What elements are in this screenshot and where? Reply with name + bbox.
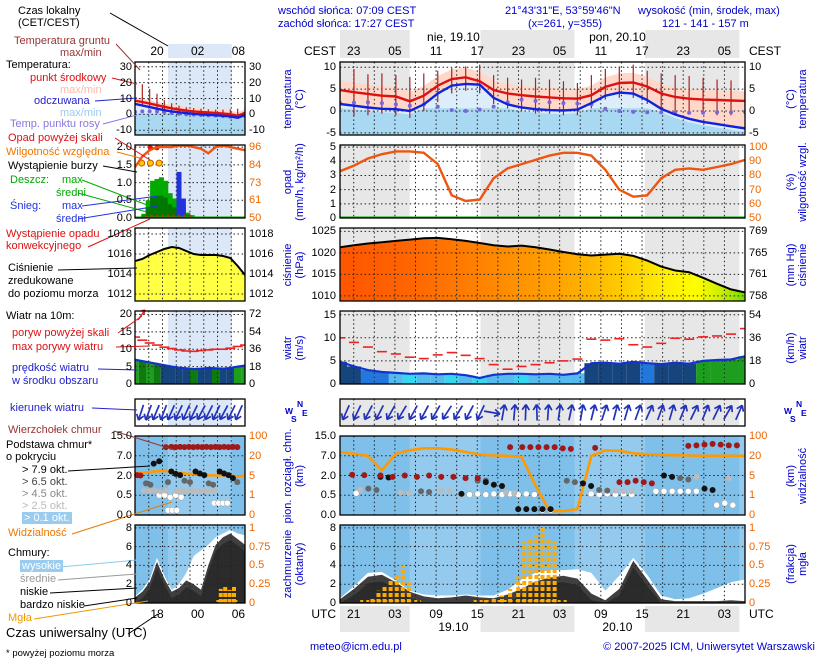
meteogram-graphics: .gr{stroke:#222;stroke-width:1;stroke-da…: [33, 12, 746, 635]
meteogram-page: .gr{stroke:#222;stroke-width:1;stroke-da…: [6, 5, 815, 659]
